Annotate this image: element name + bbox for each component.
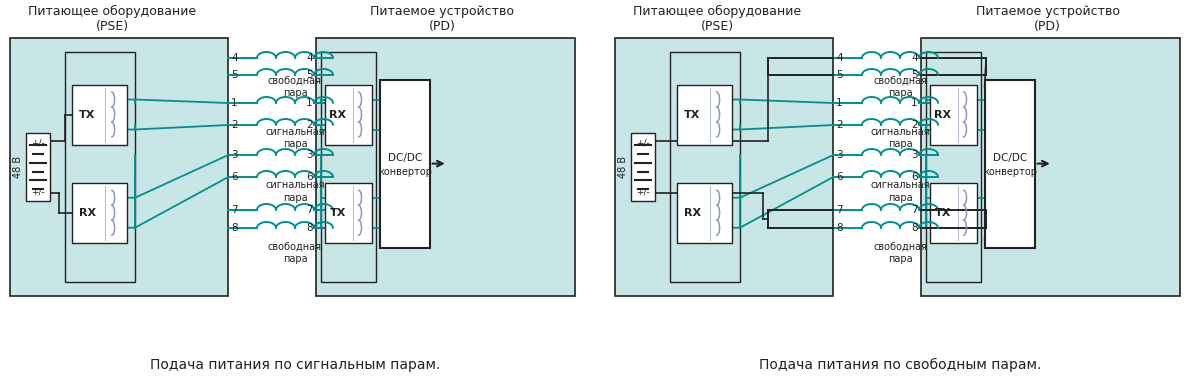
Text: 1: 1 [836,98,842,108]
Text: DC/DC: DC/DC [388,153,421,162]
Text: +/-: +/- [31,138,44,147]
Text: RX: RX [935,109,952,120]
Text: 6: 6 [836,172,842,182]
Text: 4: 4 [836,53,842,63]
Text: DC/DC: DC/DC [992,153,1027,162]
Text: 7: 7 [232,205,238,215]
Text: 3: 3 [911,150,918,160]
Text: 4: 4 [306,53,313,63]
Text: 5: 5 [911,70,918,80]
Text: TX: TX [79,109,96,120]
Text: 1: 1 [911,98,918,108]
Text: (PD): (PD) [1034,20,1061,33]
Text: Питаемое устройство: Питаемое устройство [371,5,515,18]
Text: 6: 6 [232,172,238,182]
Text: 8: 8 [306,223,313,233]
Text: сигнальная
пара: сигнальная пара [870,127,930,149]
Text: конвертор: конвертор [378,167,432,177]
Text: (PD): (PD) [430,20,456,33]
Bar [379,79,430,248]
Text: 7: 7 [306,205,313,215]
Text: 4: 4 [232,53,238,63]
Text: сигнальная
пара: сигнальная пара [265,180,325,203]
Text: 4: 4 [911,53,918,63]
Text: 2: 2 [232,120,238,130]
Text: TX: TX [935,208,950,218]
Bar [316,38,575,296]
Text: 7: 7 [836,205,842,215]
Text: RX: RX [684,208,701,218]
Text: 3: 3 [306,150,313,160]
Text: +/-: +/- [31,187,44,196]
Bar [10,38,228,296]
Bar [616,38,833,296]
Text: свободная
пара: свободная пара [874,242,928,264]
Bar [670,52,740,282]
Text: 2: 2 [306,120,313,130]
Text: 8: 8 [232,223,238,233]
Text: Подача питания по свободным парам.: Подача питания по свободным парам. [758,358,1042,372]
Text: +/-: +/- [636,187,650,196]
Text: 48 В: 48 В [618,156,628,178]
Text: TX: TX [684,109,701,120]
Bar [72,85,127,144]
Text: свободная
пара: свободная пара [268,76,322,98]
Text: 5: 5 [306,70,313,80]
Text: Питающее оборудование: Питающее оборудование [28,5,196,18]
Text: сигнальная
пара: сигнальная пара [870,180,930,203]
Text: сигнальная
пара: сигнальная пара [265,127,325,149]
Bar [985,79,1034,248]
Text: 5: 5 [836,70,842,80]
Bar [325,183,372,243]
Text: TX: TX [330,208,346,218]
Text: свободная
пара: свободная пара [874,76,928,98]
Text: RX: RX [79,208,96,218]
Text: 2: 2 [836,120,842,130]
Text: Питающее оборудование: Питающее оборудование [634,5,802,18]
Bar [677,85,732,144]
Text: 48 В: 48 В [13,156,23,178]
Text: RX: RX [329,109,347,120]
Text: 6: 6 [911,172,918,182]
Text: (PSE): (PSE) [96,20,128,33]
Bar [920,38,1181,296]
Text: +/-: +/- [636,138,650,147]
Text: 1: 1 [232,98,238,108]
Text: 3: 3 [836,150,842,160]
Text: 5: 5 [232,70,238,80]
Bar [65,52,134,282]
Text: 1: 1 [306,98,313,108]
Text: Подача питания по сигнальным парам.: Подача питания по сигнальным парам. [150,358,440,372]
Bar [925,52,980,282]
Text: Питаемое устройство: Питаемое устройство [976,5,1120,18]
Bar [72,183,127,243]
Text: 2: 2 [911,120,918,130]
Text: 6: 6 [306,172,313,182]
Bar [930,183,977,243]
Text: 8: 8 [911,223,918,233]
Text: свободная
пара: свободная пара [268,242,322,264]
Text: конвертор: конвертор [983,167,1037,177]
Bar [325,85,372,144]
Bar [930,85,977,144]
Bar [26,133,50,201]
Bar [677,183,732,243]
Text: 8: 8 [836,223,842,233]
Bar [631,133,655,201]
Text: 3: 3 [232,150,238,160]
Bar [320,52,376,282]
Text: 7: 7 [911,205,918,215]
Text: (PSE): (PSE) [701,20,733,33]
